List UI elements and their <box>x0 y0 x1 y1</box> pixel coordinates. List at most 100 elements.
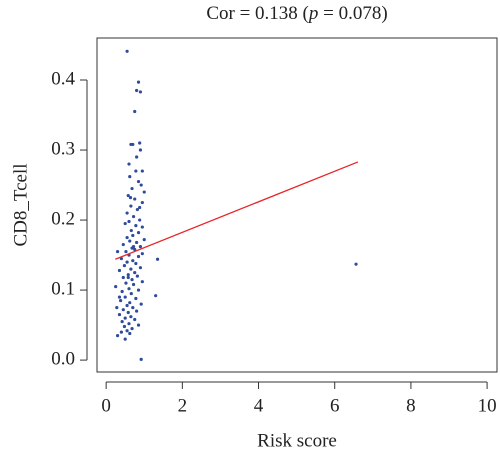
point <box>128 175 132 179</box>
point <box>135 207 139 212</box>
point <box>123 316 127 320</box>
point <box>128 331 132 336</box>
point <box>134 169 138 173</box>
point <box>135 309 139 313</box>
x-tick-label: 8 <box>406 395 416 416</box>
point <box>128 239 132 243</box>
point <box>115 333 120 338</box>
point <box>123 221 127 226</box>
point <box>134 261 138 266</box>
point <box>131 305 135 310</box>
point <box>140 225 144 229</box>
point <box>129 315 133 319</box>
plot-frame <box>96 37 498 373</box>
point <box>142 238 146 242</box>
point <box>140 169 144 173</box>
point <box>131 245 136 249</box>
point <box>130 326 134 331</box>
point <box>155 257 160 261</box>
title-part: Cor = 0.138 ( <box>206 3 309 24</box>
point <box>124 249 128 254</box>
point <box>129 291 133 296</box>
y-tick-label: 0.4 <box>51 68 75 89</box>
point <box>129 204 133 208</box>
point <box>115 249 120 254</box>
point <box>120 319 124 324</box>
point <box>139 357 143 361</box>
point <box>133 270 137 275</box>
point <box>126 310 130 315</box>
x-axis-label: Risk score <box>257 430 337 451</box>
point <box>136 80 141 84</box>
x-tick-label: 0 <box>101 395 111 416</box>
point <box>140 252 144 256</box>
x-tick-label: 2 <box>178 395 188 416</box>
point <box>136 288 141 292</box>
point <box>138 141 142 145</box>
title-part: p <box>307 3 319 24</box>
point <box>117 295 122 299</box>
y-tick-label: 0.3 <box>51 138 75 159</box>
point <box>140 200 144 205</box>
title-part: = 0.078) <box>318 3 387 24</box>
point <box>129 267 133 271</box>
x-tick-label: 6 <box>330 395 340 416</box>
point <box>124 281 128 285</box>
point <box>127 219 131 224</box>
point <box>138 266 143 270</box>
point <box>135 274 139 278</box>
point <box>142 190 146 194</box>
point <box>138 148 143 152</box>
point <box>125 49 129 53</box>
point <box>131 214 136 219</box>
point <box>354 262 358 266</box>
point <box>139 302 143 306</box>
point <box>134 296 138 301</box>
fit-line <box>115 161 359 260</box>
point <box>125 329 129 333</box>
point <box>126 193 130 198</box>
point <box>130 186 134 191</box>
point <box>134 224 138 228</box>
point <box>136 231 141 235</box>
point <box>128 196 133 200</box>
point <box>138 205 142 210</box>
point <box>131 282 136 287</box>
point <box>127 322 131 326</box>
point <box>139 183 143 187</box>
point <box>127 162 131 166</box>
point <box>115 305 119 310</box>
point <box>117 268 122 273</box>
point <box>125 235 129 240</box>
chart-title: Cor = 0.138 (p = 0.078) <box>206 3 387 24</box>
point <box>126 275 130 280</box>
x-tick-label: 4 <box>254 395 264 416</box>
point <box>136 179 141 184</box>
point <box>129 142 133 147</box>
y-tick-label: 0.2 <box>51 208 75 229</box>
point <box>140 280 144 284</box>
point <box>127 287 131 291</box>
point <box>154 294 158 298</box>
point <box>119 330 123 334</box>
point <box>123 295 127 299</box>
point <box>121 308 125 312</box>
point <box>133 197 137 201</box>
point <box>136 254 141 259</box>
point <box>136 323 141 327</box>
point <box>121 275 125 280</box>
x-tick-label: 10 <box>478 395 497 416</box>
point <box>138 90 143 94</box>
point <box>131 259 135 263</box>
point <box>121 242 125 247</box>
point <box>125 303 129 308</box>
point <box>128 301 132 305</box>
point <box>125 211 129 215</box>
point <box>138 218 142 222</box>
point <box>122 324 127 329</box>
point <box>119 298 123 303</box>
point <box>114 284 118 289</box>
point <box>135 88 139 93</box>
point <box>123 337 127 341</box>
